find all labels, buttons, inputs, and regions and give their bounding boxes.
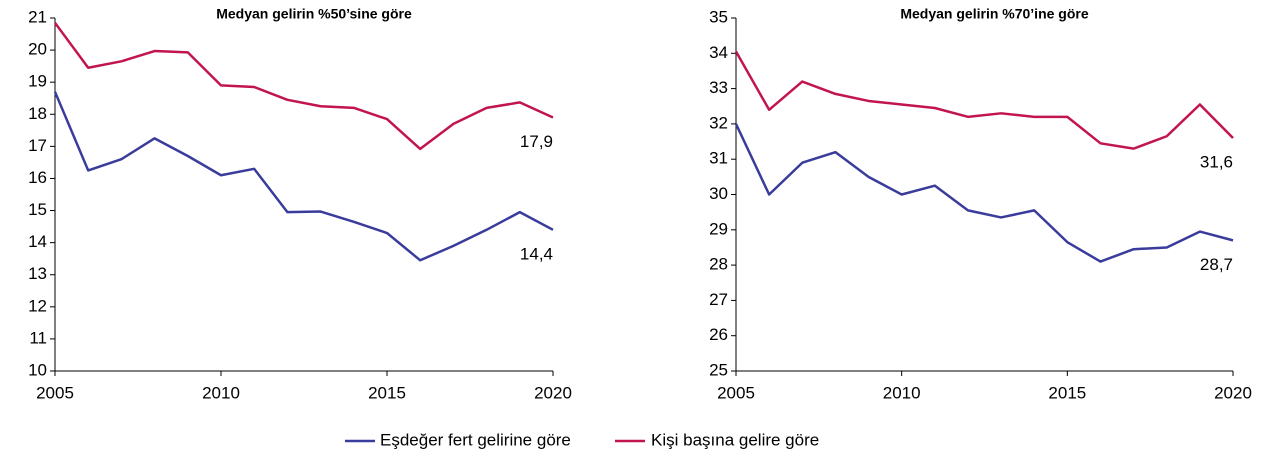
y-tick-label: 10 <box>28 360 47 379</box>
y-tick-label: 14 <box>28 232 47 251</box>
line-series <box>53 91 554 262</box>
x-tick-label: 2010 <box>883 383 921 402</box>
y-tick-label: 32 <box>709 113 728 132</box>
data-label: 28,7 <box>1200 255 1233 274</box>
y-tick-label: 20 <box>28 40 47 59</box>
legend-label: Kişi başına gelire göre <box>651 430 819 449</box>
legend-label: Eşdeğer fert gelirine göre <box>380 430 571 449</box>
y-tick-label: 15 <box>28 200 47 219</box>
y-tick-label: 25 <box>709 360 728 379</box>
y-tick-label: 33 <box>709 78 728 97</box>
x-tick-label: 2020 <box>1214 383 1252 402</box>
x-tick-label: 2005 <box>717 383 755 402</box>
y-tick-label: 28 <box>709 255 728 274</box>
x-tick-label: 2005 <box>36 383 74 402</box>
chart-title: Medyan gelirin %70’ine göre <box>900 6 1088 22</box>
x-tick-label: 2010 <box>202 383 240 402</box>
line-series <box>734 123 1234 263</box>
data-label: 17,9 <box>520 132 553 151</box>
x-tick-label: 2015 <box>1048 383 1086 402</box>
x-tick-label: 2015 <box>368 383 406 402</box>
y-tick-label: 29 <box>709 219 728 238</box>
y-tick-label: 19 <box>28 72 47 91</box>
data-label: 14,4 <box>520 244 553 263</box>
y-tick-label: 18 <box>28 104 47 123</box>
y-tick-label: 26 <box>709 325 728 344</box>
y-tick-label: 11 <box>29 328 47 347</box>
x-tick-label: 2020 <box>534 383 572 402</box>
y-tick-label: 34 <box>709 43 728 62</box>
data-label: 31,6 <box>1200 153 1233 172</box>
y-tick-label: 21 <box>28 7 47 26</box>
line-series <box>734 50 1234 150</box>
line-series <box>53 22 554 151</box>
y-tick-label: 12 <box>28 296 47 315</box>
y-tick-label: 30 <box>709 184 728 203</box>
y-tick-label: 31 <box>709 149 728 168</box>
y-tick-label: 27 <box>709 290 728 309</box>
y-tick-label: 35 <box>709 7 728 26</box>
chart-title: Medyan gelirin %50’sine göre <box>216 6 412 22</box>
y-tick-label: 16 <box>28 168 47 187</box>
y-tick-label: 17 <box>28 136 47 155</box>
y-tick-label: 13 <box>28 264 47 283</box>
